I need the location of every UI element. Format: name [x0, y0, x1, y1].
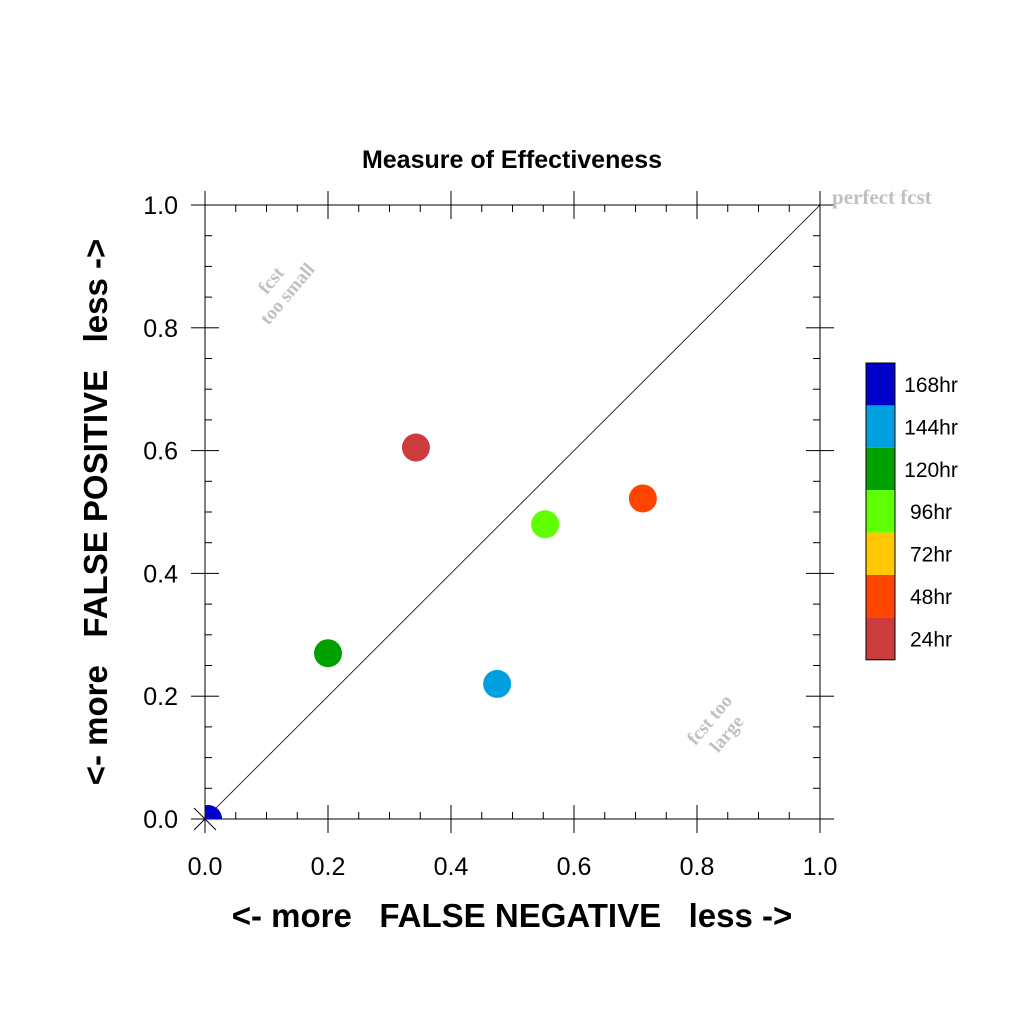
axis-ticks [191, 191, 834, 833]
legend-swatch-96hr [866, 490, 895, 533]
legend-label: 168hr [904, 374, 958, 397]
data-point-24hr [401, 433, 430, 462]
legend-swatch-72hr [866, 532, 895, 575]
x-tick-labels: 0.0 0.2 0.4 0.6 0.8 1.0 [188, 853, 838, 881]
y-tick-label: 0.6 [143, 438, 178, 466]
y-tick-labels: 0.0 0.2 0.4 0.6 0.8 1.0 [143, 192, 178, 834]
data-point-48hr [628, 484, 657, 513]
data-point-120hr [314, 639, 342, 668]
data-point-168hr [205, 805, 223, 819]
y-tick-label: 0.2 [143, 683, 178, 711]
legend-swatch-48hr [866, 575, 895, 618]
data-point-144hr [483, 669, 512, 698]
legend-label: 48hr [910, 586, 952, 609]
reference-line-group: perfect fcst fcsttoo small fcst toolarge [193, 185, 932, 831]
legend-label: 72hr [910, 544, 952, 567]
y-axis-label: <- more FALSE POSITIVE less -> [77, 239, 114, 786]
y-tick-label: 0.4 [143, 560, 178, 588]
x-tick-label: 0.6 [557, 853, 592, 881]
legend: 168hr 144hr 120hr 96hr 72hr 48hr 24hr [865, 362, 958, 661]
legend-frame [865, 362, 896, 661]
x-tick-label: 0.4 [434, 853, 469, 881]
y-tick-label: 1.0 [143, 192, 178, 220]
legend-label: 96hr [910, 501, 952, 524]
legend-label: 24hr [910, 628, 952, 651]
perfect-forecast-label: perfect fcst [832, 185, 932, 209]
x-tick-label: 0.2 [311, 853, 346, 881]
perfect-forecast-line [204, 204, 821, 820]
chart-title: Measure of Effectiveness [362, 146, 662, 174]
legend-swatch-168hr [866, 363, 895, 406]
x-axis-label: <- more FALSE NEGATIVE less -> [232, 897, 793, 934]
legend-label: 144hr [904, 416, 958, 439]
annotation-too-large: fcst toolarge [683, 691, 754, 764]
x-tick-label: 0.0 [188, 853, 223, 881]
legend-swatch-24hr [866, 617, 895, 660]
x-tick-label: 0.8 [680, 853, 715, 881]
y-tick-label: 0.8 [143, 315, 178, 343]
data-point-96hr [531, 510, 560, 539]
legend-swatch-120hr [866, 447, 895, 491]
legend-label: 120hr [904, 459, 958, 482]
x-tick-label: 1.0 [803, 853, 838, 881]
annotation-too-small: fcsttoo small [240, 246, 319, 329]
y-tick-label: 0.0 [143, 806, 178, 834]
data-points [205, 433, 657, 819]
legend-swatch-144hr [866, 405, 895, 448]
